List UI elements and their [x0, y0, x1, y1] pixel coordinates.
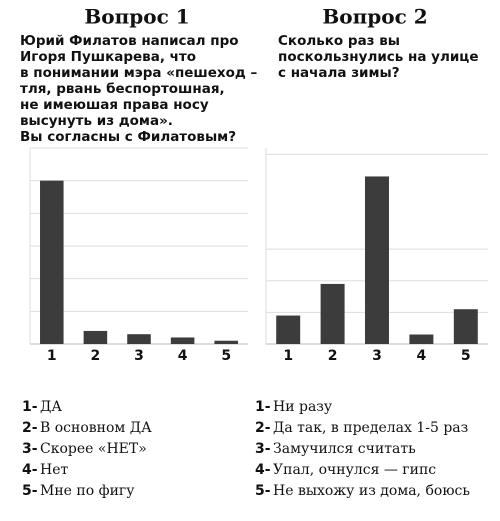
legend-key: 1-	[22, 399, 38, 415]
x-tick-label: 1	[283, 348, 293, 364]
question-line: Сколько раз вы	[278, 33, 400, 49]
legend-key: 4-	[22, 462, 38, 478]
bar	[83, 330, 108, 344]
question-line: тля, рвань беспортошная,	[20, 81, 225, 97]
legend-text: Скорее «НЕТ»	[40, 441, 147, 457]
legend-key: 2-	[255, 420, 271, 436]
chart-title: Вопрос 2	[322, 5, 427, 29]
bar	[320, 283, 345, 344]
x-tick-label: 4	[178, 348, 188, 364]
question-line: Игоря Пушкарева, что	[20, 49, 196, 65]
legend-text: Замучился считать	[273, 441, 416, 457]
legend-text: Мне по фигу	[40, 483, 135, 499]
bar	[276, 315, 301, 344]
legend-key: 3-	[255, 441, 271, 457]
chart-title: Вопрос 1	[84, 5, 189, 29]
legend-key: 5-	[22, 483, 38, 499]
x-tick-label: 3	[372, 348, 382, 364]
legend-text: Не выхожу из дома, боюсь	[273, 483, 470, 499]
bar	[170, 337, 195, 344]
legend-key: 1-	[255, 399, 271, 415]
bar	[127, 334, 151, 344]
x-tick-label: 2	[91, 348, 101, 364]
x-tick-label: 5	[461, 348, 471, 364]
legend-key: 2-	[22, 420, 38, 436]
x-tick-label: 4	[417, 348, 427, 364]
legend-text: Упал, очнулся — гипс	[273, 462, 436, 478]
legend-text: В основном ДА	[40, 420, 152, 436]
legend-key: 4-	[255, 462, 271, 478]
bar	[453, 309, 478, 344]
question-line: высунуть из дома».	[20, 113, 173, 129]
legend-text: ДА	[40, 399, 62, 415]
legend-text: Ни разу	[273, 399, 333, 415]
question-line: Вы согласны с Филатовым?	[20, 129, 236, 145]
question-line: в понимании мэра «пешеход –	[20, 65, 258, 81]
x-tick-label: 2	[328, 348, 338, 364]
question-line: с начала зимы?	[278, 65, 400, 81]
bar	[214, 340, 238, 344]
legend-key: 3-	[22, 441, 38, 457]
legend-text: Нет	[40, 462, 68, 478]
x-tick-label: 3	[134, 348, 144, 364]
x-tick-label: 1	[47, 348, 57, 364]
bar	[40, 180, 64, 344]
question-line: не имеюшая права носу	[20, 97, 209, 113]
question-line: поскользнулись на улице	[278, 49, 478, 65]
legend-text: Да так, в пределах 1-5 раз	[273, 420, 468, 436]
legend-key: 5-	[255, 483, 271, 499]
x-tick-label: 5	[221, 348, 231, 364]
bar	[409, 334, 434, 344]
question-line: Юрий Филатов написал про	[20, 33, 239, 49]
bar	[365, 176, 389, 344]
